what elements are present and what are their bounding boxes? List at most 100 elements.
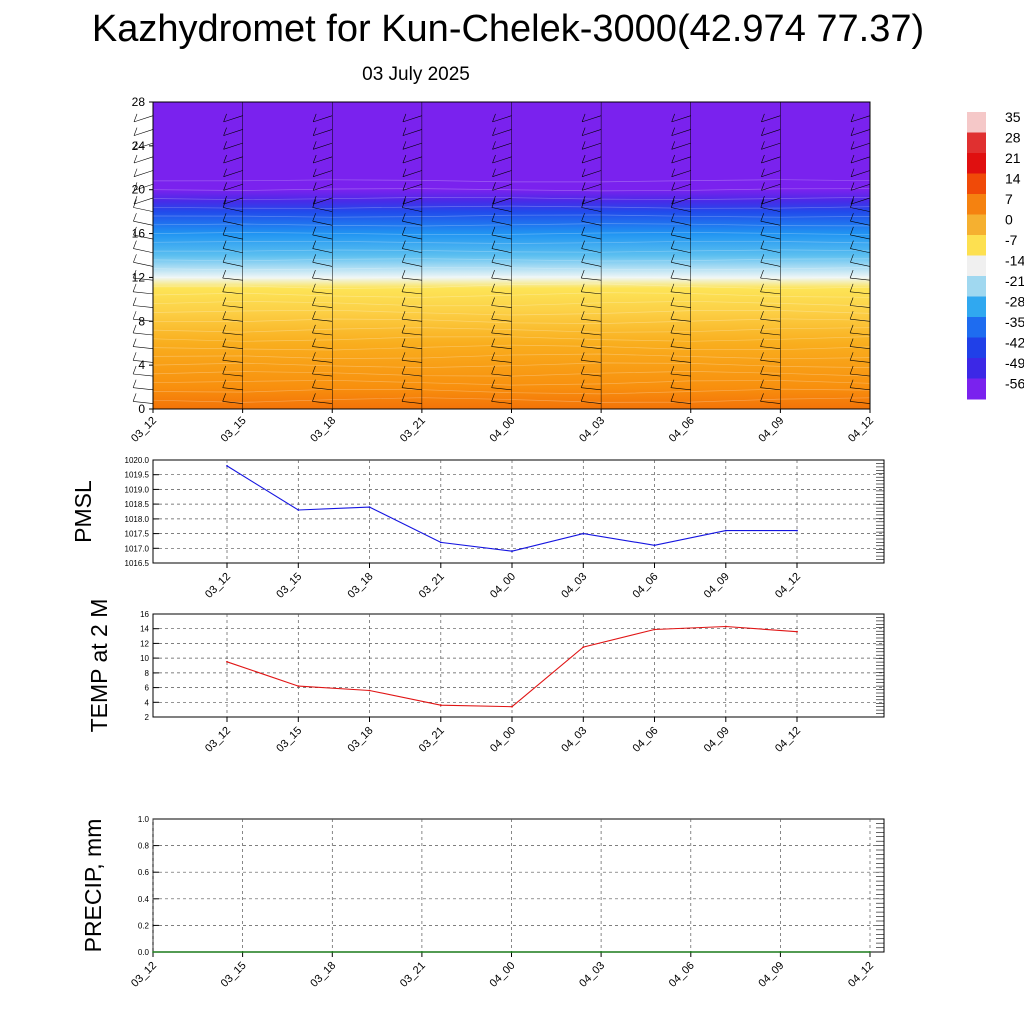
y-tick-label: 16 (132, 227, 146, 241)
colorbar-swatch (967, 153, 986, 174)
data-point (226, 660, 228, 663)
y-tick-label: 28 (132, 95, 146, 109)
wind-barb (313, 170, 333, 177)
wind-barb-flag (491, 365, 495, 375)
wind-barb-flag (670, 213, 675, 222)
pmsl-panel: 1016.5 1017.0 1017.5 1018.0 1018.5 1019.0 1019… (70, 456, 885, 601)
wind-barb (581, 373, 602, 377)
wind-barb-flag (670, 283, 675, 292)
x-tick-label: 04_03 (559, 725, 589, 755)
wind-barb-flag (401, 352, 406, 361)
wind-barb-flag (222, 379, 226, 388)
wind-barb-flag (760, 365, 764, 375)
wind-barb-flag (760, 240, 765, 249)
wind-barb (582, 183, 602, 191)
wind-barb-flag (581, 154, 586, 164)
wind-barb (401, 318, 422, 322)
wind-barb-flag (132, 393, 137, 402)
x-tick-label: 03_12 (129, 960, 159, 990)
wind-barb (670, 401, 691, 404)
wind-barb-flag (133, 168, 138, 177)
wind-barb (401, 332, 422, 336)
y-tick-label: 6 (145, 684, 150, 693)
wind-barb (581, 262, 602, 267)
wind-barb (491, 360, 512, 363)
wind-barb (401, 401, 422, 404)
data-point (869, 951, 871, 953)
wind-barb-flag (132, 352, 137, 361)
wind-barb (133, 277, 154, 281)
colorbar-label: 7 (1005, 191, 1013, 207)
wind-barb (850, 183, 871, 191)
wind-barb-flag (670, 338, 675, 347)
wind-barb (670, 332, 691, 336)
wind-barb-flag (223, 141, 227, 150)
wind-barb (850, 262, 871, 267)
wind-barb-flag (761, 141, 765, 150)
wind-barb (760, 373, 781, 377)
wind-barb (313, 129, 333, 136)
wind-barb-flag (312, 182, 317, 191)
wind-barb (491, 305, 512, 308)
wind-barb (850, 234, 871, 240)
y-tick-label: 1016.5 (125, 559, 150, 568)
wind-barb-flag (222, 283, 226, 292)
wind-barb-flag (222, 297, 226, 306)
wind-barb-flag (580, 269, 585, 279)
wind-barb (492, 197, 512, 205)
wind-barb (133, 373, 154, 377)
wind-barb (581, 248, 602, 254)
wind-barb-flag (402, 254, 406, 263)
wind-barb-flag (760, 283, 764, 292)
y-tick-label: 8 (138, 314, 145, 328)
wind-barb (312, 401, 333, 404)
colorbar-swatch (967, 112, 986, 133)
wind-barb (491, 262, 512, 267)
wind-barb-flag (312, 168, 317, 177)
wind-barb (133, 360, 154, 363)
wind-barb (312, 207, 333, 212)
wind-barb (133, 115, 154, 123)
wind-barb-flag (491, 297, 495, 306)
wind-barb (581, 318, 602, 322)
wind-barb (133, 248, 154, 254)
data-point (331, 951, 334, 953)
wind-barb-flag (671, 154, 675, 164)
precip-panel: 0.0 0.2 0.4 0.6 0.8 1.0 03_12 03_15 03_18 03_21 04… (80, 815, 885, 990)
panel-frame (152, 818, 885, 953)
wind-barb (491, 332, 512, 336)
wind-barb (401, 373, 422, 377)
wind-barb-flag (401, 311, 406, 320)
x-tick-label: 03_21 (417, 571, 447, 601)
wind-barb-flag (492, 113, 496, 123)
wind-barb-flag (312, 379, 316, 388)
wind-barb (581, 277, 602, 281)
wind-barb (670, 387, 691, 391)
y-tick-label: 12 (132, 270, 146, 284)
wind-barb (670, 305, 691, 308)
wind-barb-flag (312, 393, 316, 402)
wind-barb (222, 360, 243, 363)
wind-barb (402, 142, 422, 150)
wind-barb-flag (402, 213, 406, 222)
colorbar-label: 28 (1005, 130, 1021, 146)
wind-barb-flag (222, 213, 227, 222)
x-tick-label: 04_00 (488, 571, 518, 601)
wind-barb-flag (850, 226, 854, 236)
wind-barb (671, 142, 691, 150)
wind-barb (760, 234, 781, 240)
wind-barb-flag (581, 113, 586, 123)
x-tick-label: 04_12 (773, 725, 803, 755)
wind-barb-flag (760, 297, 764, 306)
x-tick-label: 03_21 (398, 415, 428, 445)
wind-barb-flag (670, 324, 675, 334)
y-tick-label: 16 (140, 610, 149, 619)
wind-barb-flag (670, 311, 675, 320)
wind-barb-flag (222, 269, 226, 279)
wind-barb-flag (581, 195, 586, 205)
wind-barb (133, 142, 154, 150)
wind-barb-flag (850, 154, 855, 164)
wind-barb (671, 183, 691, 191)
wind-barb-flag (402, 195, 407, 205)
x-tick-label: 04_06 (631, 725, 661, 755)
